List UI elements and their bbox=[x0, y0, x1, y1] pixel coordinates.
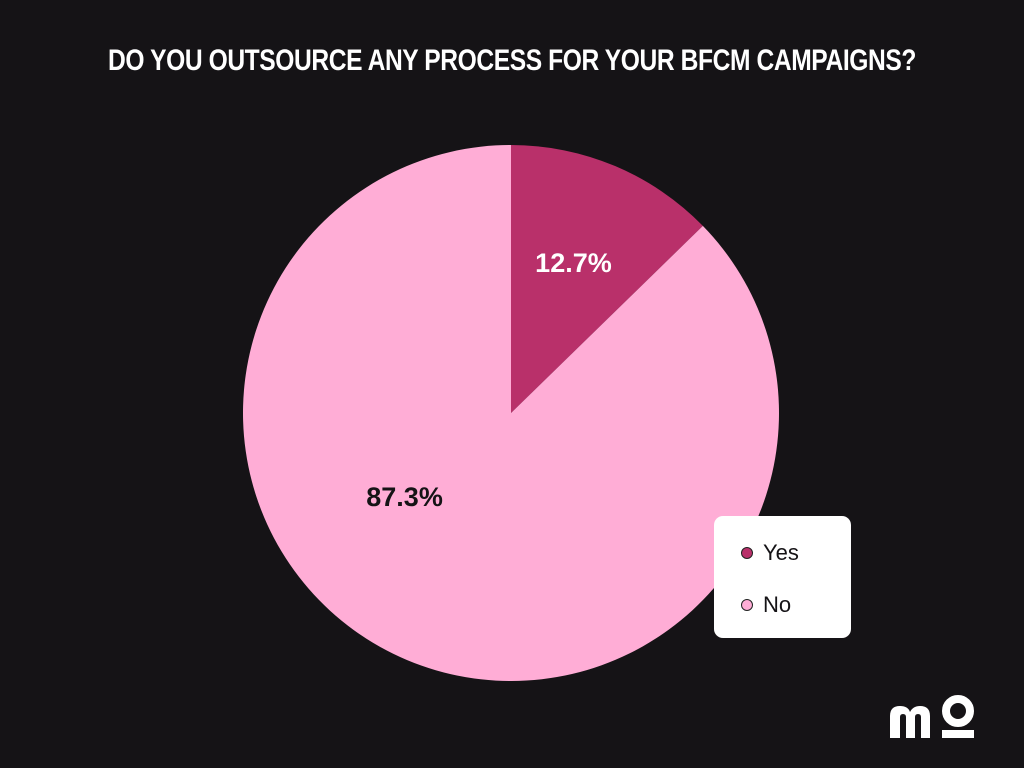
legend-swatch-no bbox=[741, 599, 753, 611]
pie-slice-yes[interactable] bbox=[511, 145, 703, 413]
legend-swatch-yes bbox=[741, 547, 753, 559]
pie-slice-no[interactable] bbox=[243, 145, 780, 681]
legend-label-no: No bbox=[763, 592, 792, 617]
legend-label-yes: Yes bbox=[763, 540, 799, 565]
legend-item-yes[interactable]: Yes bbox=[741, 540, 799, 566]
mo-logo bbox=[890, 695, 974, 738]
chart-legend: Yes No bbox=[714, 516, 851, 638]
legend-item-no[interactable]: No bbox=[741, 592, 791, 618]
chart-title: DO YOU OUTSOURCE ANY PROCESS FOR YOUR BF… bbox=[108, 44, 916, 77]
data-label-yes: 12.7% bbox=[535, 248, 612, 278]
data-label-no: 87.3% bbox=[366, 482, 443, 512]
